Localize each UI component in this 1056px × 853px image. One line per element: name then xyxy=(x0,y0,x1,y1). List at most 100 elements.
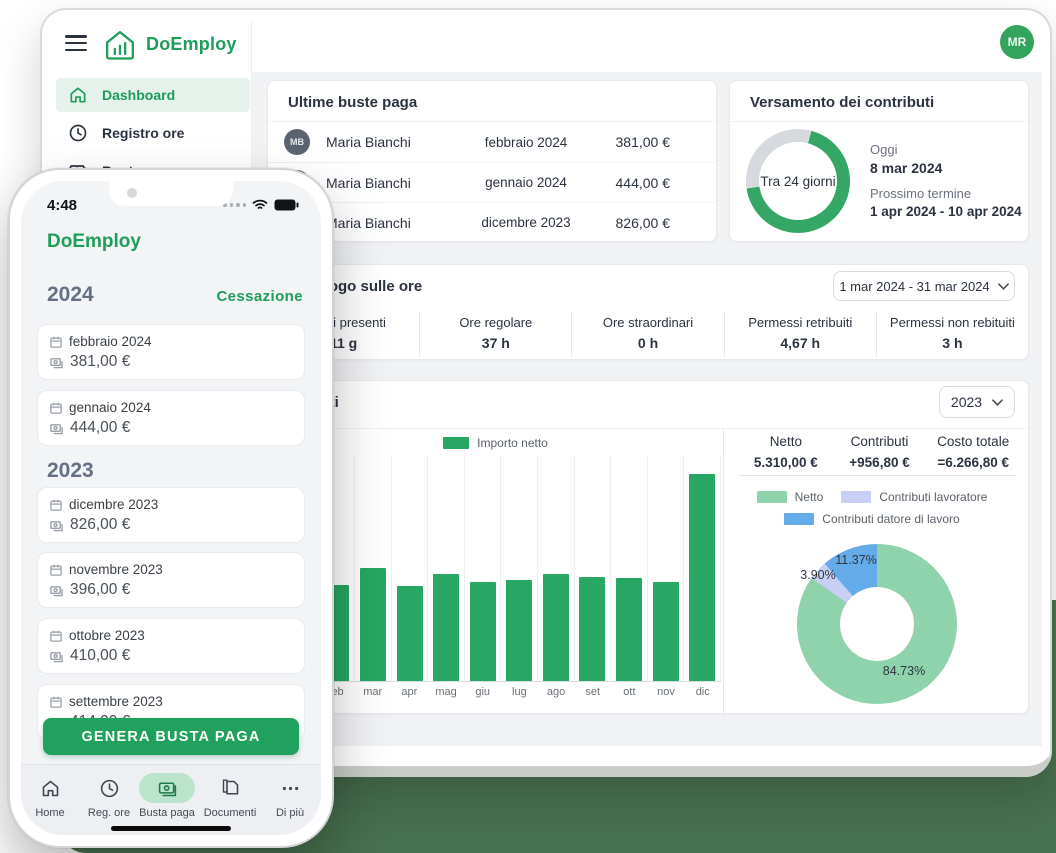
bar-months: genfebmaraprmaggiulugagosetottnovdic xyxy=(281,686,721,698)
divider xyxy=(268,121,716,122)
hours-stats-row: Giorni presenti 11 g Ore regolare 37 h O… xyxy=(268,313,1028,357)
nav-item-documenti[interactable]: Documenti xyxy=(201,773,259,819)
bar-column xyxy=(390,456,428,681)
nav-item-di-piu[interactable]: Di più xyxy=(261,773,319,819)
documents-icon xyxy=(212,773,248,803)
bar xyxy=(615,578,642,681)
calendar-icon xyxy=(50,564,62,576)
payslip-card[interactable]: febbraio 2024 381,00 € xyxy=(37,324,305,380)
legend-swatch-netto xyxy=(756,491,787,503)
bar-column xyxy=(500,456,537,681)
cessazione-link[interactable]: Cessazione xyxy=(216,288,303,305)
bar-chart: Importo netto genfebmaraprmaggiulugagose… xyxy=(268,428,723,715)
payslip-period: gennaio 2024 xyxy=(69,400,151,415)
stat-permessi-non-retribuiti: Permessi non rebituiti 3 h xyxy=(875,313,1028,357)
legend-swatch-contributi-lavoratore xyxy=(841,491,872,503)
year-select[interactable]: 2023 xyxy=(939,386,1015,418)
cost-breakdown-panel: Netto 5.310,00 € Contributi +956,80 € Co… xyxy=(723,428,1030,715)
bar-month-label: lug xyxy=(512,686,527,698)
user-avatar[interactable]: MR xyxy=(1000,25,1034,59)
payslip-period: dicembre 2023 xyxy=(69,497,159,512)
bar-month-label: dic xyxy=(695,686,710,698)
cellular-signal-icon xyxy=(223,203,246,207)
camera-dot xyxy=(127,188,137,198)
bar-column xyxy=(427,456,464,681)
year-heading: 2024 xyxy=(47,283,94,306)
payslip-period: settembre 2023 xyxy=(69,694,163,709)
employee-name: Maria Bianchi xyxy=(326,134,411,150)
home-icon xyxy=(32,773,68,803)
nav-item-home[interactable]: Home xyxy=(21,773,79,819)
phone-bottom-nav: Home Reg. ore Busta paga Documenti xyxy=(21,764,321,835)
bar-column xyxy=(610,456,647,681)
nav-item-reg-ore[interactable]: Reg. ore xyxy=(80,773,138,819)
bar xyxy=(579,577,606,681)
banknote-icon xyxy=(50,651,63,662)
divider xyxy=(268,428,1028,429)
section-header-2024: 2024 Cessazione xyxy=(47,283,303,307)
payslip-row[interactable]: MB Maria Bianchi dicembre 2023 826,00 € xyxy=(268,202,716,242)
calendar-icon xyxy=(50,336,62,348)
total-contributi: Contributi +956,80 € xyxy=(849,434,910,470)
pie-label-datore: 11.37% xyxy=(835,553,877,567)
nav-item-busta-paga[interactable]: Busta paga xyxy=(138,773,196,819)
calendar-icon xyxy=(50,499,62,511)
payslip-card[interactable]: gennaio 2024 444,00 € xyxy=(37,390,305,446)
earnings-chart-card: Importi 2023 Importo netto genfebmaraprm… xyxy=(267,380,1030,715)
wifi-icon xyxy=(252,199,268,209)
bar xyxy=(689,474,716,681)
payslip-card[interactable]: ottobre 2023 410,00 € xyxy=(37,618,305,674)
contributions-gauge: Tra 24 giorni xyxy=(746,129,850,233)
avatar: MB xyxy=(284,129,310,155)
pie-legend-row-1: Netto Contributi lavoratore xyxy=(724,490,1030,504)
sidebar-item-registro-ore[interactable]: Registro ore xyxy=(56,116,250,150)
bar-column xyxy=(463,456,501,681)
donut-hole xyxy=(840,587,914,661)
payslip-period: gennaio 2024 xyxy=(485,175,567,190)
employee-name: Maria Bianchi xyxy=(326,214,411,231)
bar xyxy=(652,582,679,681)
banknote-icon xyxy=(50,585,63,596)
home-indicator[interactable] xyxy=(111,826,231,831)
phone-mockup: 4:48 DoEmploy 2024 Cessazione febbraio 2… xyxy=(8,168,334,848)
banknote-icon xyxy=(139,773,195,803)
bar-column xyxy=(646,456,684,681)
payslip-row[interactable]: MB Maria Bianchi gennaio 2024 444,00 € xyxy=(268,162,716,202)
sidebar-item-dashboard[interactable]: Dashboard xyxy=(56,78,250,112)
stat-ore-regolare: Ore regolare 37 h xyxy=(419,313,571,357)
payslip-card[interactable]: novembre 2023 396,00 € xyxy=(37,552,305,608)
date-range-select[interactable]: 1 mar 2024 - 31 mar 2024 xyxy=(833,271,1015,301)
year-heading: 2023 xyxy=(47,459,94,482)
payslip-row[interactable]: MB Maria Bianchi febbraio 2024 381,00 € xyxy=(268,122,716,162)
payslip-amount: 381,00 € xyxy=(70,353,131,370)
ellipsis-icon xyxy=(272,773,308,803)
chevron-down-icon xyxy=(992,398,1003,406)
payslip-card[interactable]: dicembre 2023 826,00 € xyxy=(37,487,305,543)
payslip-period: febbraio 2024 xyxy=(484,134,568,150)
legend-label: Contributi datore di lavoro xyxy=(822,512,960,526)
clock-icon xyxy=(91,773,127,803)
bar-column xyxy=(354,456,391,681)
payslip-amount: 444,00 € xyxy=(70,419,131,436)
status-time: 4:48 xyxy=(47,197,78,214)
genera-busta-paga-button[interactable]: GENERA BUSTA PAGA xyxy=(43,718,299,755)
stat-ore-straordinari: Ore straordinari 0 h xyxy=(571,313,723,357)
payslip-amount: 410,00 € xyxy=(70,647,131,664)
donut-chart: 11.37% 3.90% 84.73% xyxy=(797,544,957,704)
battery-icon xyxy=(274,199,299,211)
totals-row: Netto 5.310,00 € Contributi +956,80 € Co… xyxy=(739,434,1020,470)
phone-app-title: DoEmploy xyxy=(47,231,141,252)
bar-month-label: ott xyxy=(623,686,636,698)
bar xyxy=(506,580,533,681)
divider xyxy=(730,121,1028,122)
sidebar-item-label: Registro ore xyxy=(102,125,185,141)
hamburger-menu-icon[interactable] xyxy=(65,35,87,51)
divider xyxy=(739,475,1016,476)
payslip-amount: 444,00 € xyxy=(615,174,671,191)
payslip-amount: 381,00 € xyxy=(615,134,671,150)
card-title: Versamento dei contributi xyxy=(750,94,935,111)
doemploy-logo-icon xyxy=(102,27,138,63)
legend-label: Netto xyxy=(794,490,824,504)
bar xyxy=(542,574,569,681)
status-icons xyxy=(223,199,299,211)
